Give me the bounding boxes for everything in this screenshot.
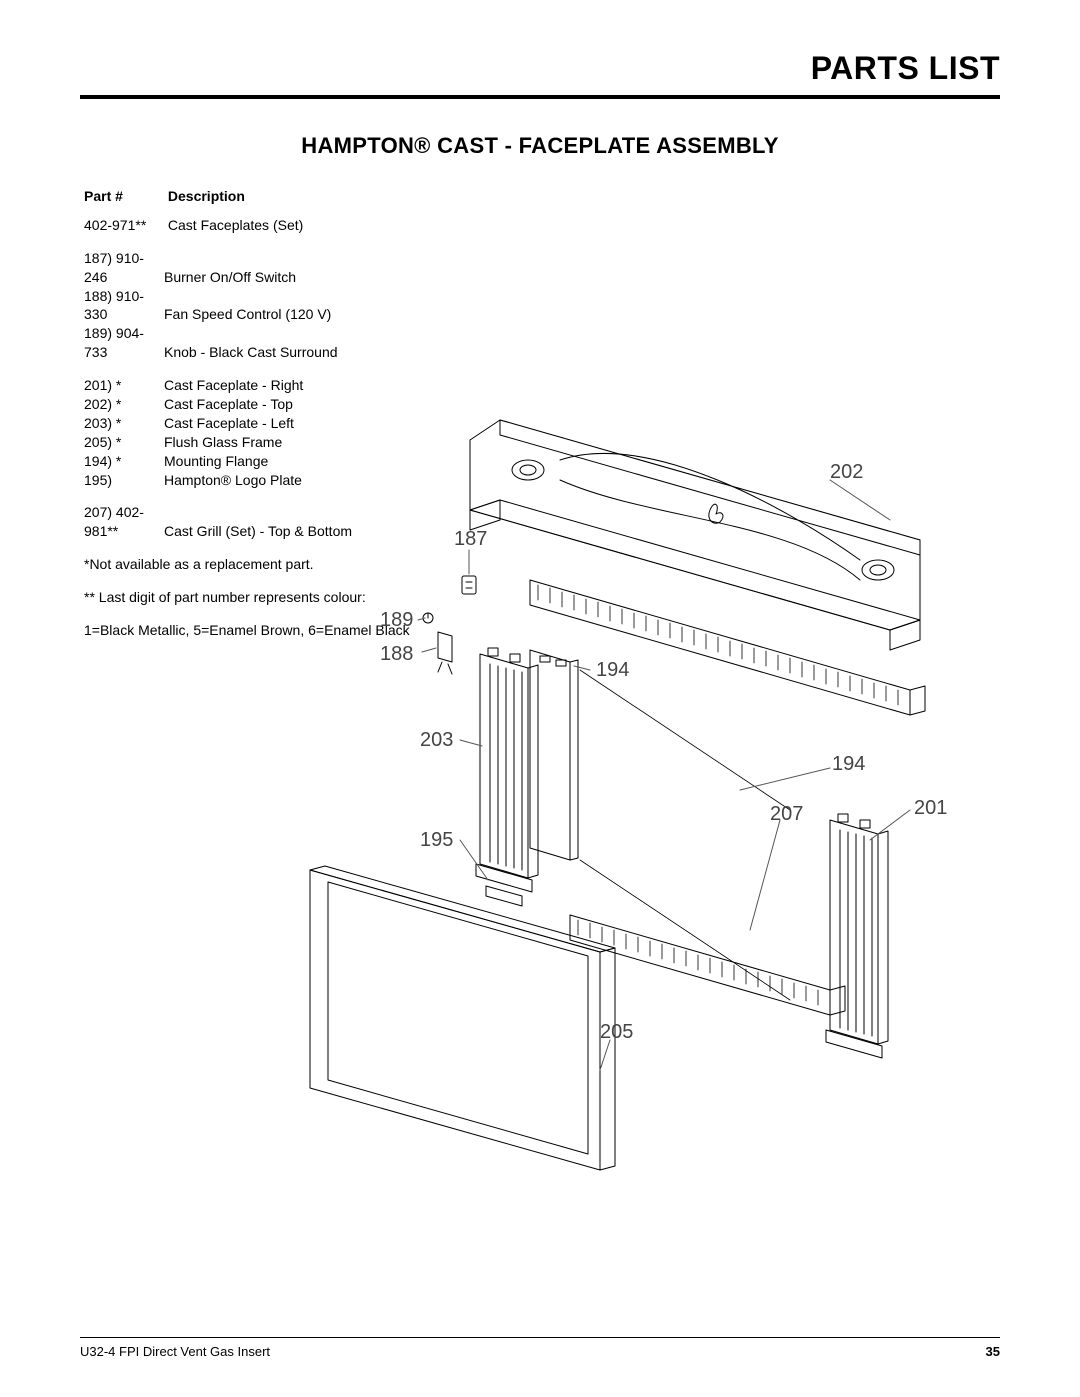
footer-page-number: 35	[986, 1344, 1000, 1359]
callout-188: 188	[380, 643, 413, 665]
table-row: 188) 910-330Fan Speed Control (120 V)	[84, 287, 1000, 325]
part-194-left-icon	[530, 650, 578, 860]
part-195-icon	[486, 886, 522, 906]
part-188-icon	[438, 632, 452, 674]
exploded-diagram: 187 189 188 203 195 194 202 194 201 207 …	[270, 370, 1010, 1190]
part-207-bottom-icon	[570, 915, 845, 1015]
part-207-top-icon	[530, 580, 925, 715]
parts-group: 187) 910-246Burner On/Off Switch 188) 91…	[84, 249, 1000, 362]
table-row: 402-971** Cast Faceplates (Set)	[84, 216, 1000, 235]
callout-205: 205	[600, 1021, 633, 1043]
callout-207: 207	[770, 803, 803, 825]
part-205-icon	[310, 866, 615, 1170]
callout-187: 187	[454, 528, 487, 550]
page-title: PARTS LIST	[80, 50, 1000, 87]
parts-group: 402-971** Cast Faceplates (Set)	[84, 216, 1000, 235]
part-201-icon	[826, 814, 888, 1058]
callout-194a: 194	[596, 659, 629, 681]
header-rule	[80, 95, 1000, 99]
table-row: 189) 904-733Knob - Black Cast Surround	[84, 324, 1000, 362]
callout-201: 201	[914, 797, 947, 819]
footer-left: U32-4 FPI Direct Vent Gas Insert	[80, 1344, 270, 1359]
th-desc: Description	[168, 187, 245, 206]
page-footer: U32-4 FPI Direct Vent Gas Insert 35	[80, 1337, 1000, 1359]
callout-195: 195	[420, 829, 453, 851]
th-part: Part #	[84, 187, 164, 206]
callout-189: 189	[380, 609, 413, 631]
callout-194b: 194	[832, 753, 865, 775]
assembly-title: HAMPTON® CAST - FACEPLATE ASSEMBLY	[80, 133, 1000, 159]
table-row: 187) 910-246Burner On/Off Switch	[84, 249, 1000, 287]
callout-202: 202	[830, 461, 863, 483]
part-203-icon	[476, 648, 538, 892]
callout-203: 203	[420, 729, 453, 751]
part-187-icon	[462, 576, 476, 594]
part-202-icon	[470, 420, 920, 650]
part-194-right-icon	[580, 670, 790, 1000]
